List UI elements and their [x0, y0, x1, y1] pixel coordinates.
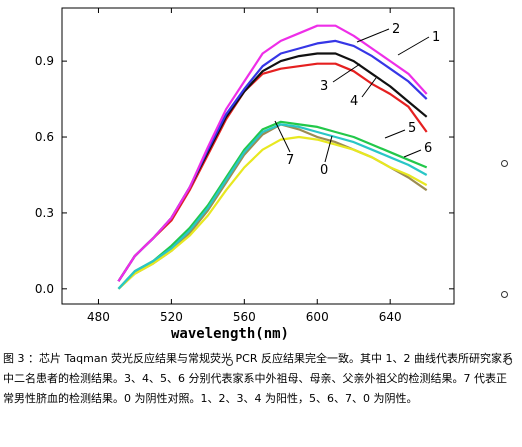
series-line-4	[117, 62, 428, 282]
curve-label-3: 3	[320, 79, 328, 94]
decorative-dot	[501, 291, 508, 298]
y-tick-label: 0.9	[35, 54, 54, 68]
y-tick-label: 0.6	[35, 130, 54, 144]
curve-label-2-leader	[356, 28, 390, 43]
series-line-1	[117, 24, 428, 282]
x-tick-label: 560	[233, 310, 256, 324]
curve-label-6: 6	[424, 141, 432, 156]
curve-label-3-leader	[332, 63, 361, 83]
curve-label-0: 0	[320, 163, 328, 178]
curve-label-1-leader	[397, 36, 430, 56]
x-tick-label: 520	[160, 310, 183, 324]
series-line-5	[117, 120, 428, 290]
curve-label-1: 1	[432, 30, 440, 45]
x-tick-label: 480	[87, 310, 110, 324]
curve-label-5: 5	[408, 121, 416, 136]
x-axis-label: wavelength(nm)	[171, 326, 289, 342]
x-tick-label: 600	[306, 310, 329, 324]
series-layer	[117, 24, 428, 290]
chart-figure: 480 520 560 600 640 0.0 0.3 0.6 0.9 1 2 3 4 56 7 0 wav…	[35, 7, 455, 342]
series-line-6	[117, 123, 428, 290]
curve-label-0-leader	[324, 135, 333, 163]
x-tick-label: 640	[379, 310, 402, 324]
decorative-dot	[505, 358, 512, 365]
curve-label-5-leader	[384, 129, 406, 139]
curve-label-4: 4	[350, 94, 358, 109]
curve-label-7: 7	[286, 153, 294, 168]
curve-label-4-leader	[361, 77, 377, 98]
curve-label-6-leader	[403, 149, 422, 158]
y-tick-label: 0.3	[35, 206, 54, 220]
plot-area-frame	[61, 7, 455, 305]
decorative-dot	[226, 359, 233, 366]
series-line-7	[117, 135, 428, 290]
decorative-dot	[501, 160, 508, 167]
y-tick-label: 0.0	[35, 282, 54, 296]
figure-caption: 图 3 ：芯片 Taqman 荧光反应结果与常规荧光 PCR 反应结果完全一致。…	[3, 352, 513, 405]
curve-label-7-leader	[274, 120, 291, 153]
curve-annotations: 1 2 3 4 56 7 0	[274, 22, 440, 178]
curve-label-2: 2	[392, 22, 400, 37]
